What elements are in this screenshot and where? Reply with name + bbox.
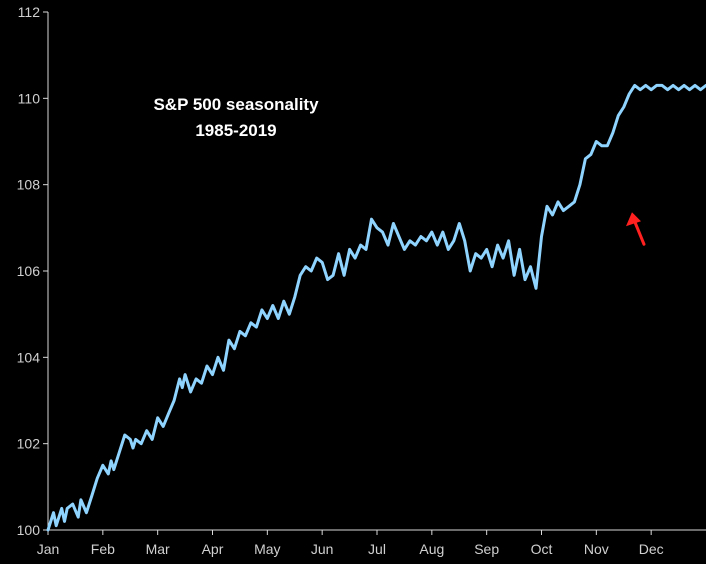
x-tick-label: Feb — [91, 541, 115, 557]
y-tick-label: 102 — [17, 436, 41, 452]
series-line — [46, 83, 706, 532]
chart-subtitle: 1985-2019 — [195, 121, 276, 140]
x-tick-label: Dec — [639, 541, 664, 557]
x-axis: Jan Feb Mar Apr May Jun Jul Aug Sep Oct Nov Dec — [37, 529, 706, 557]
y-tick-label: 112 — [18, 4, 41, 20]
arrow-shaft — [633, 220, 646, 246]
y-tick-label: 108 — [17, 177, 41, 193]
y-tick-label: 104 — [17, 349, 41, 365]
x-tick-label: May — [254, 541, 280, 557]
arrow-head — [625, 212, 641, 227]
x-tick-label: Aug — [419, 541, 444, 557]
y-tick-label: 110 — [18, 90, 41, 106]
x-tick-label: Jan — [37, 541, 60, 557]
annotation-layer — [625, 212, 646, 246]
chart-title: S&P 500 seasonality — [153, 95, 319, 114]
red-arrow-annotation — [625, 212, 646, 246]
series-layer — [46, 83, 706, 532]
x-tick-label: Oct — [531, 541, 553, 557]
x-tick-label: Nov — [584, 541, 609, 557]
y-tick-label: 100 — [17, 522, 41, 538]
x-tick-label: Sep — [474, 541, 499, 557]
x-tick-label: Jun — [311, 541, 334, 557]
x-tick-label: Jul — [368, 541, 386, 557]
y-tick-label: 106 — [17, 263, 41, 279]
y-axis: 100 102 104 106 108 110 112 — [17, 4, 49, 538]
x-tick-label: Mar — [146, 541, 170, 557]
x-tick-label: Apr — [202, 541, 224, 557]
